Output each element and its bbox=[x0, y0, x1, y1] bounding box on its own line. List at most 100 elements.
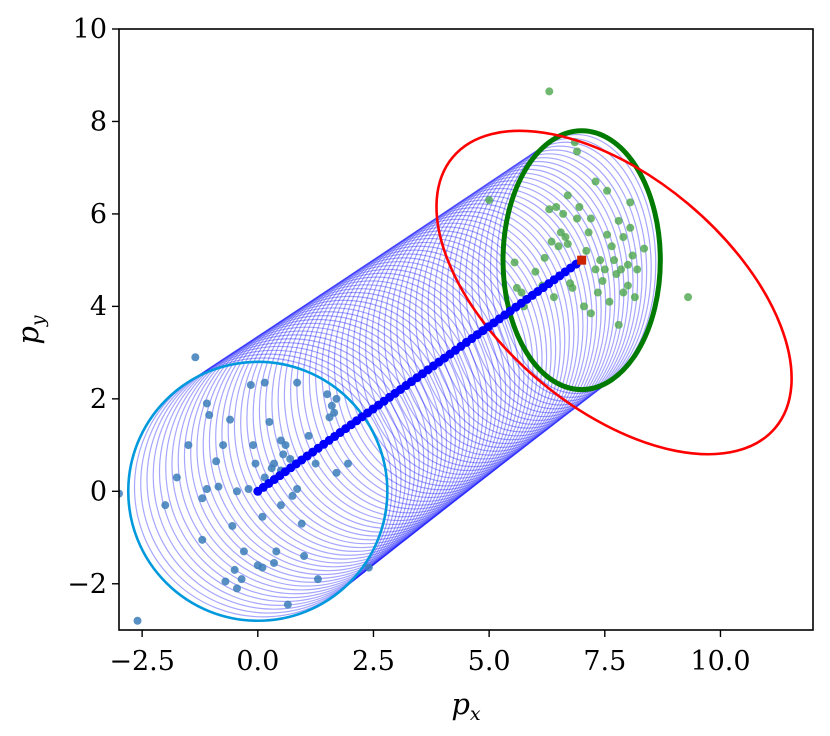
interpolated-circle bbox=[177, 330, 425, 591]
interpolated-circle bbox=[402, 191, 589, 452]
start-point bbox=[276, 501, 285, 510]
interpolated-circle bbox=[414, 184, 598, 445]
end-point bbox=[575, 202, 584, 211]
interpolated-circle bbox=[183, 326, 429, 587]
start-point bbox=[279, 450, 288, 459]
end-point bbox=[626, 198, 635, 207]
end-point bbox=[623, 281, 632, 290]
interpolated-circle bbox=[352, 222, 552, 483]
y-axis-label-base: p bbox=[11, 326, 45, 345]
y-tick-label: 0 bbox=[90, 476, 107, 507]
start-point bbox=[246, 380, 255, 389]
x-axis-label: px bbox=[451, 687, 481, 725]
start-point bbox=[272, 547, 281, 556]
start-point bbox=[332, 468, 341, 477]
interpolated-circle bbox=[464, 153, 634, 414]
interpolated-circle bbox=[240, 291, 470, 553]
start-point bbox=[267, 464, 276, 473]
interpolated-circle bbox=[165, 338, 416, 599]
end-point bbox=[586, 309, 595, 318]
end-point bbox=[603, 230, 612, 239]
start-point bbox=[202, 484, 211, 493]
start-point bbox=[293, 484, 302, 493]
interpolated-circle bbox=[471, 149, 639, 410]
x-axis-label-base: p bbox=[451, 687, 470, 721]
x-axis-ticks: −2.5 0.0 2.5 5.0 7.5 10.0 bbox=[109, 630, 751, 677]
start-point bbox=[344, 459, 353, 468]
interpolated-circle bbox=[327, 237, 534, 499]
start-point bbox=[205, 411, 214, 420]
end-point bbox=[614, 216, 623, 225]
y-tick-label: 8 bbox=[90, 106, 107, 137]
end-point bbox=[593, 288, 602, 297]
end-point bbox=[545, 87, 554, 96]
x-tick-label: 5.0 bbox=[468, 646, 511, 677]
interpolated-circle bbox=[215, 307, 452, 568]
start-point bbox=[191, 353, 200, 362]
interpolated-circle bbox=[446, 164, 620, 425]
end-point bbox=[623, 260, 632, 269]
end-point bbox=[584, 228, 593, 237]
start-point bbox=[232, 584, 241, 593]
end-points-layer bbox=[485, 87, 693, 329]
interpolated-circle bbox=[246, 288, 475, 549]
interpolated-circle bbox=[383, 203, 575, 464]
end-point bbox=[510, 258, 519, 267]
start-point bbox=[214, 482, 223, 491]
end-point bbox=[582, 246, 591, 255]
start-point bbox=[286, 454, 295, 463]
interpolated-circle bbox=[408, 187, 593, 448]
interpolated-circle bbox=[152, 345, 407, 606]
end-ellipse bbox=[500, 128, 663, 393]
interpolated-circle bbox=[202, 315, 443, 576]
interpolated-circle bbox=[340, 230, 543, 491]
interpolated-circle bbox=[258, 280, 484, 541]
end-point bbox=[517, 288, 526, 297]
start-point bbox=[249, 441, 258, 450]
start-point bbox=[239, 547, 248, 556]
interpolated-circle bbox=[283, 264, 502, 526]
end-point bbox=[616, 265, 625, 274]
end-point bbox=[531, 267, 540, 276]
start-point bbox=[288, 491, 297, 500]
start-point bbox=[244, 484, 253, 493]
interpolated-circle bbox=[221, 303, 457, 564]
start-point bbox=[260, 473, 269, 482]
y-tick-label: 10 bbox=[73, 14, 107, 45]
start-point bbox=[219, 441, 228, 450]
interpolated-circle bbox=[252, 284, 479, 545]
start-circle bbox=[126, 360, 389, 623]
interpolated-circle bbox=[421, 180, 602, 441]
end-point bbox=[630, 293, 639, 302]
interpolated-circle bbox=[158, 341, 411, 603]
start-point bbox=[283, 600, 292, 609]
start-point bbox=[161, 501, 170, 510]
interpolated-circle bbox=[496, 133, 657, 395]
interpolated-circle bbox=[377, 207, 570, 468]
start-point bbox=[226, 415, 235, 424]
x-tick-label: 2.5 bbox=[352, 646, 395, 677]
x-tick-label: 0.0 bbox=[236, 646, 279, 677]
end-marker bbox=[577, 255, 587, 265]
start-point bbox=[172, 473, 181, 482]
interpolated-circle bbox=[140, 353, 398, 614]
end-point bbox=[563, 191, 572, 200]
interpolated-circle bbox=[208, 311, 448, 572]
interpolated-circle bbox=[171, 334, 420, 595]
interpolated-circle bbox=[302, 253, 516, 514]
start-point bbox=[251, 459, 260, 468]
end-point bbox=[563, 239, 572, 248]
y-tick-label: 6 bbox=[90, 199, 107, 230]
y-axis-label: py bbox=[11, 315, 49, 345]
start-point bbox=[265, 417, 274, 426]
end-point bbox=[600, 265, 609, 274]
interpolated-circle bbox=[296, 257, 511, 518]
end-point bbox=[573, 214, 582, 223]
end-point bbox=[568, 283, 577, 292]
start-point bbox=[281, 441, 290, 450]
start-point bbox=[330, 408, 339, 417]
plot-frame bbox=[118, 28, 814, 631]
start-point bbox=[313, 575, 322, 584]
